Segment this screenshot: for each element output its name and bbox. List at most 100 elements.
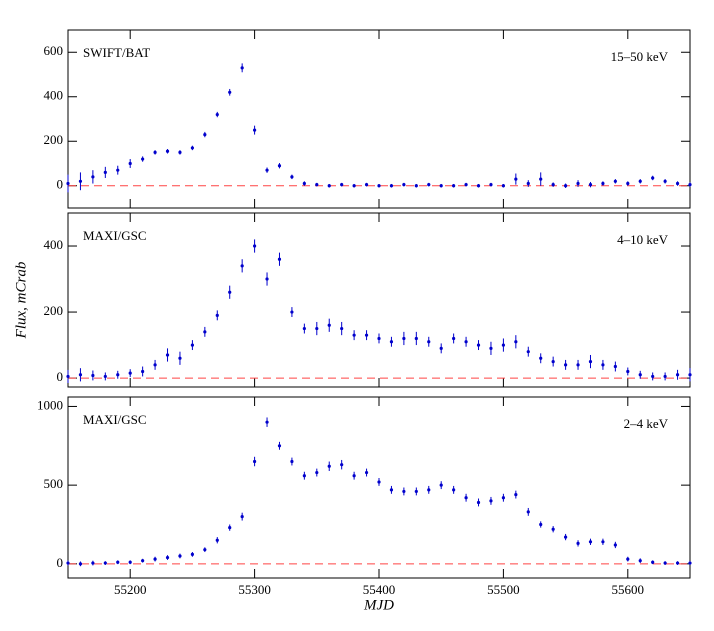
- data-point: [452, 336, 456, 341]
- data-point: [215, 538, 219, 542]
- data-point: [364, 470, 369, 475]
- data-point: [638, 373, 642, 377]
- data-point: [514, 340, 518, 344]
- data-point: [402, 489, 406, 494]
- x-tick-label: 55400: [363, 582, 396, 597]
- y-tick-label: 0: [57, 177, 64, 192]
- data-point: [688, 183, 692, 187]
- data-point: [489, 183, 493, 187]
- data-point: [377, 480, 381, 484]
- data-point: [402, 183, 406, 187]
- data-point: [78, 179, 83, 183]
- data-point: [564, 535, 568, 539]
- data-point: [539, 177, 543, 181]
- data-point: [688, 373, 692, 377]
- y-tick-label: 200: [44, 132, 64, 147]
- data-point: [340, 326, 344, 331]
- data-point: [626, 181, 630, 186]
- data-point: [228, 526, 232, 530]
- data-point: [165, 149, 170, 153]
- panel-frame: [67, 212, 691, 388]
- data-point: [228, 90, 232, 94]
- data-point: [551, 359, 555, 364]
- data-point: [327, 184, 331, 188]
- data-point: [327, 323, 331, 327]
- data-point: [389, 488, 394, 492]
- data-point: [526, 181, 530, 186]
- data-point: [352, 474, 356, 478]
- data-point: [526, 510, 530, 514]
- x-tick-label: 55600: [612, 582, 645, 597]
- data-point: [414, 184, 418, 188]
- data-point: [576, 181, 580, 186]
- data-point: [190, 146, 194, 150]
- band-label: 15–50 keV: [611, 49, 669, 64]
- data-point: [663, 179, 667, 183]
- data-point: [340, 183, 344, 187]
- data-point: [663, 561, 667, 565]
- data-point: [203, 548, 207, 552]
- instrument-label: SWIFT/BAT: [83, 45, 150, 60]
- data-point: [427, 183, 431, 187]
- data-point: [290, 175, 294, 179]
- data-point: [427, 488, 431, 492]
- data-point: [265, 277, 269, 281]
- data-point: [203, 330, 207, 334]
- data-point: [78, 373, 83, 377]
- data-point: [402, 336, 406, 341]
- data-point: [651, 374, 655, 379]
- data-point: [153, 363, 157, 367]
- data-point: [91, 561, 95, 565]
- data-point: [141, 157, 145, 161]
- data-point: [240, 264, 244, 268]
- data-point: [253, 459, 257, 464]
- panel-frame: [67, 29, 691, 209]
- data-point: [501, 343, 505, 347]
- data-point: [489, 499, 493, 503]
- data-point: [141, 369, 145, 374]
- data-point: [327, 464, 331, 468]
- data-point: [564, 184, 568, 188]
- data-point: [539, 356, 543, 360]
- data-point: [290, 459, 294, 464]
- data-point: [215, 313, 219, 317]
- data-point: [613, 179, 617, 183]
- data-point: [116, 560, 120, 564]
- data-point: [103, 170, 107, 174]
- data-point: [601, 540, 605, 544]
- data-point: [203, 132, 207, 137]
- data-point: [66, 374, 70, 379]
- data-point: [277, 257, 282, 261]
- data-point: [165, 555, 170, 560]
- y-tick-label: 400: [44, 237, 64, 252]
- data-point: [265, 168, 269, 172]
- y-tick-label: 0: [57, 555, 64, 570]
- data-point: [103, 561, 107, 565]
- x-tick-label: 55500: [487, 582, 520, 597]
- data-point: [66, 561, 70, 565]
- data-point: [103, 374, 107, 379]
- data-point: [539, 522, 543, 527]
- data-point: [551, 527, 555, 531]
- data-point: [340, 463, 344, 467]
- data-point: [626, 369, 630, 374]
- data-point: [576, 541, 580, 545]
- y-tick-label: 400: [44, 88, 64, 103]
- instrument-label: MAXI/GSC: [83, 228, 147, 243]
- data-point: [588, 183, 593, 187]
- data-point: [91, 373, 95, 378]
- y-tick-label: 500: [44, 476, 64, 491]
- data-point: [302, 181, 306, 186]
- data-point: [476, 343, 481, 347]
- x-tick-label: 55200: [114, 582, 147, 597]
- data-point: [464, 340, 468, 344]
- data-point: [165, 353, 170, 357]
- data-point: [675, 373, 680, 377]
- instrument-label: MAXI/GSC: [83, 412, 147, 427]
- x-axis-label: MJD: [363, 597, 394, 613]
- data-point: [228, 290, 232, 294]
- data-point: [576, 363, 580, 367]
- data-point: [364, 333, 369, 337]
- data-point: [352, 333, 356, 337]
- data-point: [302, 326, 306, 331]
